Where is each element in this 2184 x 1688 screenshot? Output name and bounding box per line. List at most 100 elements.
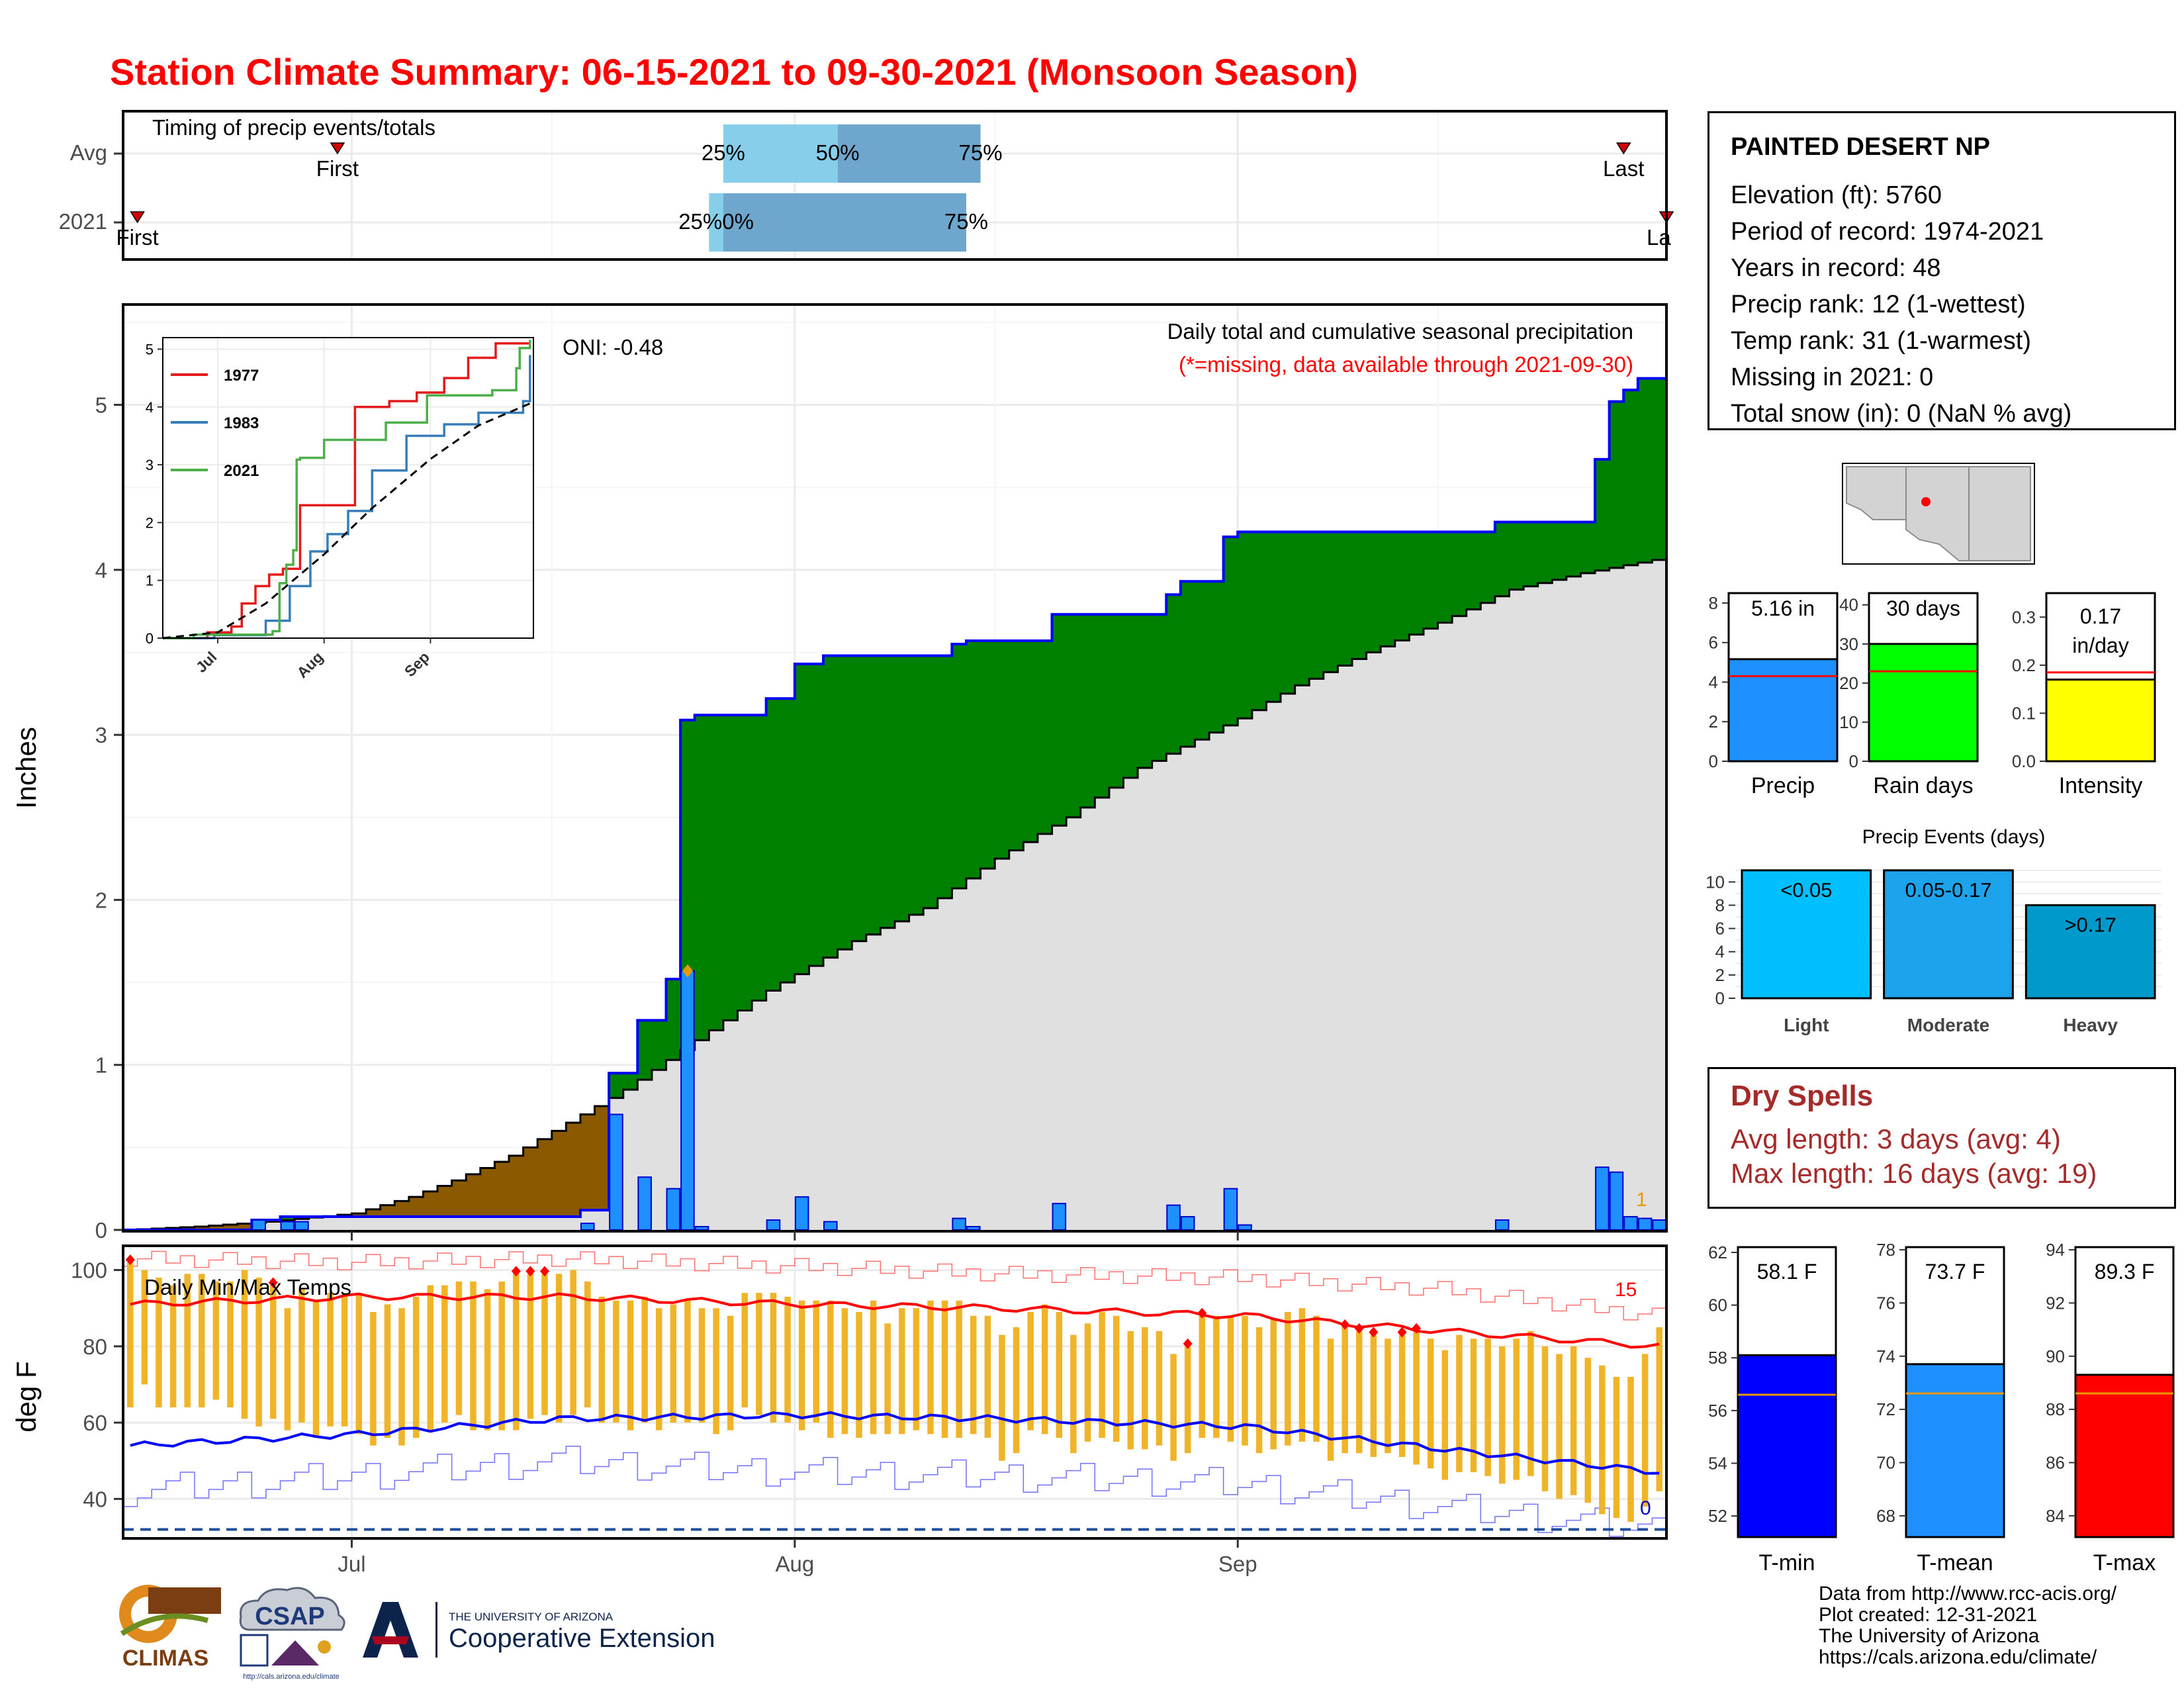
credit-line: Plot created: 12-31-2021 [1819, 1604, 2038, 1626]
surplus-deficit-area [1637, 378, 1653, 563]
summary-bar-text: in/day [2072, 633, 2128, 657]
surplus-deficit-area [1652, 378, 1667, 560]
page-title: Station Climate Summary: 06-15-2021 to 0… [110, 51, 1358, 93]
daily-precip-bar [1494, 1219, 1510, 1231]
csap-url: http://cals.arizona.edu/climate [243, 1673, 340, 1681]
precip-annotation-title: Daily total and cumulative seasonal prec… [1167, 319, 1633, 344]
daily-precip-bar [680, 970, 695, 1231]
daily-temp-range-bar [1599, 1365, 1606, 1515]
daily-temp-range-bar [199, 1274, 205, 1408]
temp-ytick-label: 80 [83, 1335, 107, 1359]
inset-legend-label: 1977 [224, 367, 259, 385]
daily-temp-range-bar [1398, 1335, 1406, 1457]
record-high-marker [511, 1266, 521, 1277]
surplus-deficit-area [1480, 532, 1496, 603]
surplus-deficit-area [1095, 614, 1110, 798]
timing-bar-25-50 [709, 193, 723, 252]
temp-summary-value [1737, 1354, 1837, 1538]
temp-summary-label: T-min [1759, 1550, 1815, 1575]
daily-precip-bar [1238, 1224, 1252, 1231]
date-axis: Jul Aug Sep [338, 1231, 1257, 1576]
surplus-deficit-area [609, 1073, 624, 1098]
event-bar-value: >0.17 [2064, 913, 2116, 936]
daily-temp-range-bar [312, 1300, 320, 1438]
surplus-deficit-area [809, 663, 824, 966]
daily-temp-range-bar [341, 1293, 348, 1427]
summary-ytick-label: 10 [1839, 712, 1858, 732]
surplus-deficit-area [394, 1201, 410, 1217]
state-outlines [1846, 466, 2031, 561]
summary-ytick-label: 30 [1839, 634, 1858, 654]
daily-temp-range-bar [1627, 1376, 1634, 1522]
temp-summary-ytick-label: 86 [2046, 1452, 2065, 1472]
daily-temp-range-bar [1227, 1315, 1234, 1442]
surplus-deficit-area [766, 698, 781, 991]
surplus-deficit-area [523, 1147, 538, 1217]
station-location-dot [1921, 497, 1931, 506]
daily-temp-range-bar [1656, 1327, 1662, 1491]
daily-temp-range-bar [670, 1304, 677, 1423]
precip-ytick-label: 0 [95, 1218, 107, 1243]
surplus-deficit-area [880, 655, 895, 928]
record-high-marker [525, 1266, 535, 1277]
temp-summary-ytick-label: 70 [1876, 1452, 1895, 1472]
date-tick-label: Aug [775, 1552, 814, 1576]
surplus-deficit-area [1580, 522, 1596, 573]
surplus-deficit-area [194, 1227, 210, 1230]
surplus-deficit-area [909, 655, 924, 915]
inset-ytick-label: 1 [146, 573, 154, 589]
surplus-deficit-area [1009, 641, 1024, 851]
summary-ytick-label: 0.1 [2012, 703, 2036, 723]
surplus-deficit-area [1309, 532, 1324, 679]
climas-logo[interactable]: CLIMAS [109, 1581, 222, 1675]
surplus-deficit-area [694, 715, 709, 1041]
credits: Data from http://www.rcc-acis.org/ Plot … [1819, 1583, 2116, 1668]
surplus-deficit-area [1251, 532, 1267, 710]
summary-bar-label: Rain days [1873, 773, 1973, 798]
surplus-deficit-area [1466, 532, 1481, 610]
summary-ytick-label: 0 [1709, 751, 1718, 771]
inset-series-line [163, 355, 531, 639]
daily-temp-range-bar [484, 1289, 491, 1430]
daily-precip-bar [251, 1219, 266, 1231]
surplus-deficit-area [709, 715, 724, 1031]
daily-temp-range-bar [727, 1315, 734, 1430]
station-temp-rank: Temp rank: 31 (1-warmest) [1731, 327, 2032, 355]
daily-temp-range-bar [1170, 1354, 1177, 1461]
daily-temp-range-bar [899, 1308, 905, 1434]
ua-logo[interactable]: THE UNIVERSITY OF ARIZONA Cooperative Ex… [357, 1597, 741, 1669]
daily-temp-range-bar [441, 1285, 448, 1423]
surplus-deficit-area [1423, 532, 1439, 629]
tmax-count: 15 [1615, 1279, 1637, 1301]
surplus-deficit-area [1552, 522, 1567, 580]
timing-bar-50-75 [837, 124, 981, 183]
daily-temp-range-bar [1342, 1327, 1348, 1454]
surplus-deficit-area [566, 1122, 581, 1217]
daily-temp-range-bar [698, 1308, 705, 1423]
daily-temp-range-bar [141, 1270, 148, 1385]
surplus-deficit-area [1494, 522, 1510, 596]
precip-y-axis: 0 1 2 3 4 5 [95, 393, 123, 1243]
daily-precip-bar [952, 1217, 966, 1231]
csap-logo[interactable]: CSAP http://cals.arizona.edu/climate [232, 1583, 352, 1683]
daily-precip-bar [1609, 1171, 1624, 1231]
station-info-box: PAINTED DESERT NP Elevation (ft): 5760 P… [1707, 111, 2176, 430]
event-bar [2025, 904, 2156, 1000]
surplus-deficit-area [1595, 459, 1610, 571]
temp-summary-ytick-label: 68 [1876, 1506, 1895, 1526]
record-high-marker [1340, 1319, 1350, 1331]
inset-ytick-label: 4 [146, 399, 154, 416]
summary-bar-text: 30 days [1886, 596, 1960, 620]
surplus-deficit-area [1566, 522, 1582, 577]
station-missing: Missing in 2021: 0 [1731, 363, 1934, 391]
dry-spells-box: Dry Spells Avg length: 3 days (avg: 4) M… [1707, 1067, 2176, 1209]
events-ytick-label: 6 [1715, 919, 1725, 939]
surplus-deficit-area [1195, 581, 1210, 740]
surplus-deficit-area [923, 655, 938, 908]
surplus-deficit-area [966, 641, 981, 879]
daily-temp-range-bar [813, 1300, 819, 1423]
temp-summary-text: 89.3 F [2095, 1260, 2155, 1284]
inset-ytick-label: 2 [146, 514, 154, 531]
daily-temp-range-bar [570, 1270, 576, 1415]
temp-summary-bars: 58.1 F 52 54 56 58 60 62 T-min 73.7 F 68 70 72 74 76 7… [1708, 1240, 2175, 1575]
